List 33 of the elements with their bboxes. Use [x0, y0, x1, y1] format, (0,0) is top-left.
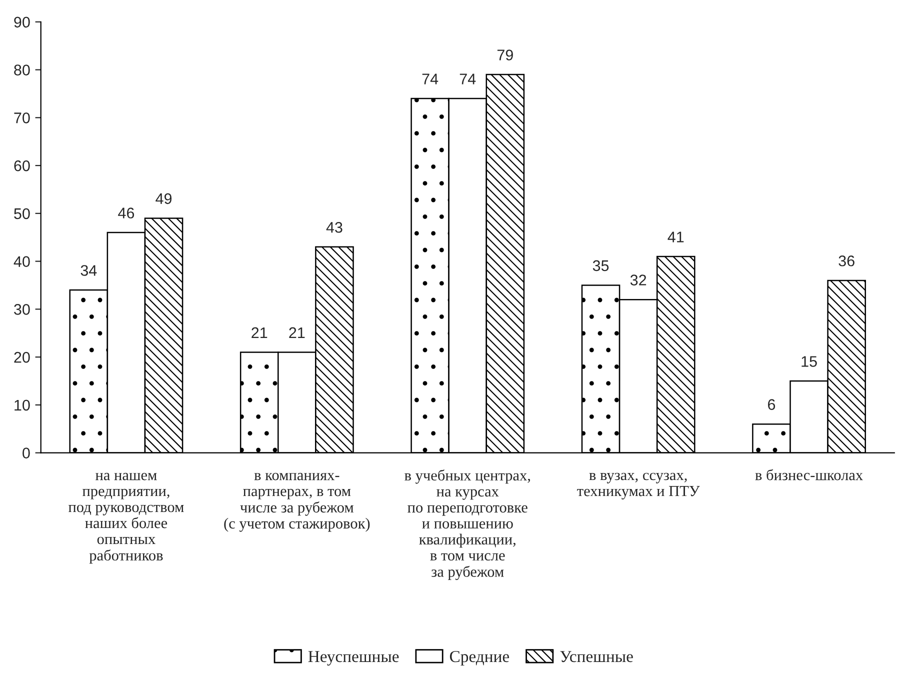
y-tick-label: 90 — [14, 16, 30, 28]
data-label: 74 — [460, 74, 476, 84]
y-tick-label: 80 — [14, 64, 30, 76]
data-label: 41 — [668, 232, 684, 242]
x-tick-label: в компаниях- партнерах, в том числе за рубежом (с учетом стажировок) — [224, 472, 370, 532]
data-label: 32 — [630, 274, 646, 286]
x-tick-label: в бизнес-школах — [755, 469, 863, 480]
data-label: 79 — [497, 50, 513, 60]
data-label: 74 — [422, 74, 438, 84]
x-tick-label: в вузах, ссузах, техникумах и ПТУ — [577, 472, 700, 500]
data-label: 34 — [80, 265, 97, 276]
y-tick-label: 60 — [14, 160, 30, 172]
legend-label: Средние — [450, 650, 510, 666]
y-tick-label: 20 — [14, 352, 30, 363]
data-label: 46 — [118, 208, 134, 218]
data-label: 35 — [592, 260, 609, 272]
data-label: 43 — [326, 222, 342, 233]
y-tick-label: 50 — [14, 208, 30, 220]
data-label: 6 — [768, 399, 776, 410]
y-tick-label: 30 — [14, 304, 30, 315]
legend-label: Неуспешные — [308, 651, 399, 666]
data-label: 49 — [156, 193, 172, 204]
data-label: 36 — [838, 255, 854, 266]
data-label: 21 — [289, 327, 305, 338]
x-tick-label: в учебных центрах, на курсах по переподготовке и повышению квалификации, в том числе за рубежом — [404, 469, 530, 580]
y-tick-label: 70 — [14, 112, 30, 124]
x-tick-label: на нашем предприятии, под руководством наших более опытных работников — [68, 472, 184, 564]
data-label: 21 — [252, 327, 268, 338]
y-tick-label: 0 — [22, 448, 30, 458]
data-label: 15 — [802, 356, 817, 367]
legend-label: Успешные — [560, 651, 633, 662]
y-tick-label: 10 — [14, 400, 30, 411]
y-tick-label: 40 — [14, 256, 30, 267]
